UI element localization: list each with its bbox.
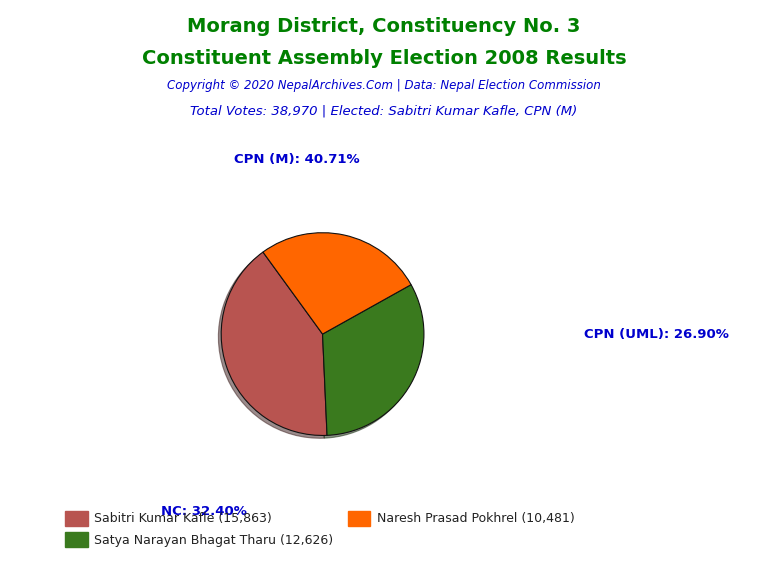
Text: CPN (M): 40.71%: CPN (M): 40.71% xyxy=(234,153,360,166)
Text: Morang District, Constituency No. 3: Morang District, Constituency No. 3 xyxy=(187,17,581,36)
Text: Constituent Assembly Election 2008 Results: Constituent Assembly Election 2008 Resul… xyxy=(141,49,627,68)
Text: NC: 32.40%: NC: 32.40% xyxy=(161,505,247,518)
Text: Total Votes: 38,970 | Elected: Sabitri Kumar Kafle, CPN (M): Total Votes: 38,970 | Elected: Sabitri K… xyxy=(190,105,578,118)
Text: CPN (UML): 26.90%: CPN (UML): 26.90% xyxy=(584,328,730,340)
Wedge shape xyxy=(323,285,424,435)
Wedge shape xyxy=(221,252,327,435)
Text: Copyright © 2020 NepalArchives.Com | Data: Nepal Election Commission: Copyright © 2020 NepalArchives.Com | Dat… xyxy=(167,79,601,93)
Wedge shape xyxy=(263,233,411,334)
Legend: Sabitri Kumar Kafle (15,863), Satya Narayan Bhagat Tharu (12,626), Naresh Prasad: Sabitri Kumar Kafle (15,863), Satya Nara… xyxy=(60,506,579,552)
